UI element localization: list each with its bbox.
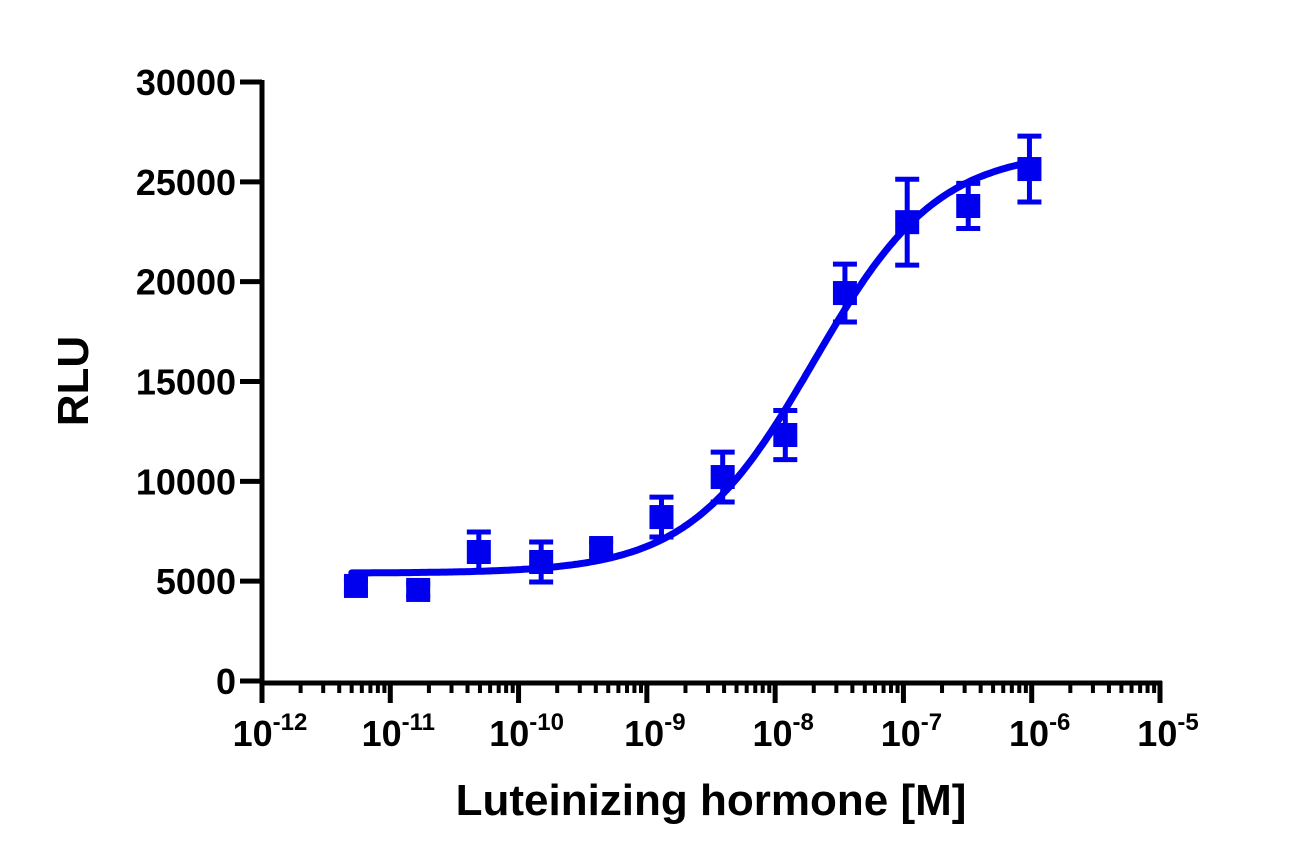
data-point	[895, 210, 920, 235]
x-tick-label: 10-8	[752, 709, 813, 754]
x-axis-label: Luteinizing hormone [M]	[456, 776, 967, 825]
y-tick-label: 0	[216, 661, 236, 702]
data-point	[343, 573, 368, 598]
x-tick-label: 10-6	[1009, 709, 1070, 754]
data-point	[589, 536, 614, 561]
data-point	[466, 540, 491, 565]
data-point	[649, 505, 674, 530]
x-tick-label: 10-7	[881, 709, 942, 754]
data-point	[710, 465, 735, 490]
data-point	[529, 549, 554, 574]
data-point	[832, 281, 857, 306]
axes: 0 5000 10000 15000 20000 25000 30000 10-12 10-11…	[136, 62, 1199, 754]
data-marks	[343, 133, 1042, 602]
x-tick-label: 10-12	[233, 709, 308, 754]
y-axis-label: RLU	[49, 336, 98, 426]
fit-curve	[348, 159, 1033, 577]
y-tick-label: 5000	[156, 561, 236, 602]
y-tick-label: 25000	[136, 162, 236, 203]
x-tick-label: 10-11	[362, 709, 435, 754]
x-tick-label: 10-9	[624, 709, 685, 754]
y-tick-label: 30000	[136, 62, 236, 103]
y-tick-label: 10000	[136, 461, 236, 502]
x-tick-label: 10-10	[489, 709, 564, 754]
data-point	[773, 423, 798, 448]
y-tick-label: 15000	[136, 362, 236, 403]
data-point	[1017, 157, 1042, 182]
y-tick-label: 20000	[136, 262, 236, 303]
data-point	[956, 193, 981, 218]
x-tick-label: 10-5	[1137, 709, 1198, 754]
data-point	[406, 577, 431, 602]
